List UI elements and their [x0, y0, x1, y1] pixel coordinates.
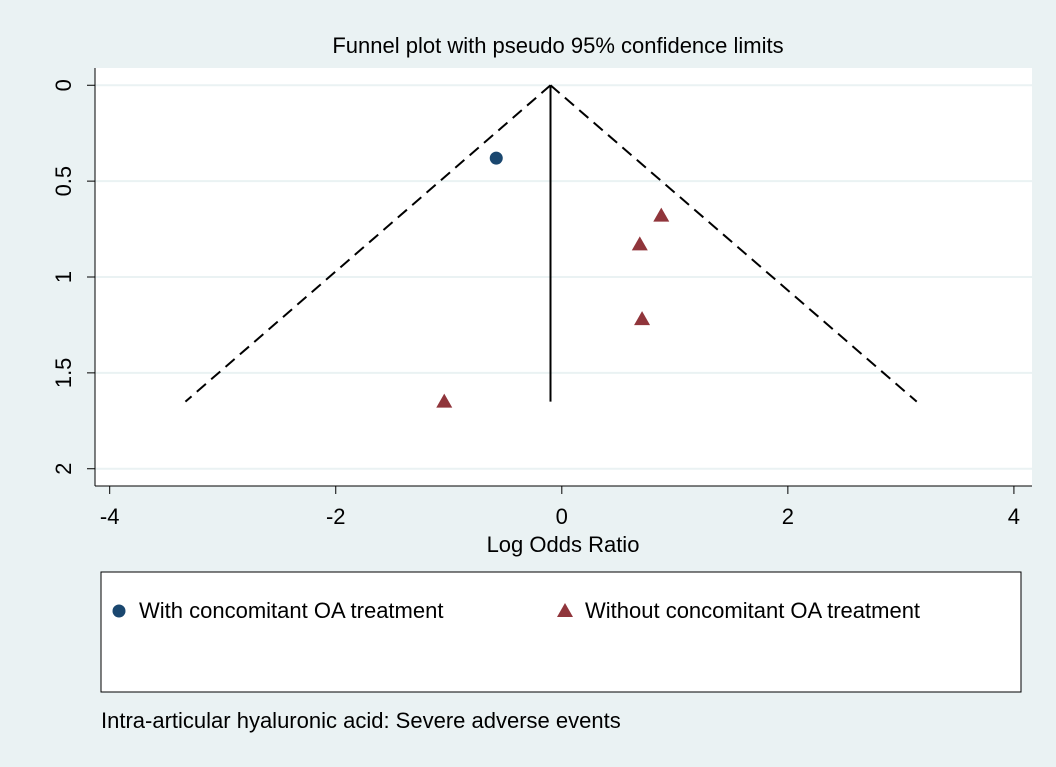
x-axis-label: Log Odds Ratio: [487, 532, 640, 557]
data-point: [436, 393, 453, 408]
legend-box: [100, 571, 1022, 693]
legend-label: Without concomitant OA treatment: [585, 598, 920, 623]
y-tick-label: 0.5: [51, 166, 76, 197]
confidence-limit: [549, 84, 918, 403]
y-tick-label: 1.5: [51, 358, 76, 389]
y-tick-label: 2: [51, 463, 76, 475]
chart-title: Funnel plot with pseudo 95% confidence l…: [332, 33, 783, 58]
data-point: [489, 151, 503, 165]
data-point: [634, 311, 651, 326]
x-tick-label: -4: [100, 504, 120, 529]
legend-marker: [112, 604, 126, 618]
data-point: [653, 207, 670, 222]
x-tick-label: 0: [556, 504, 568, 529]
y-tick-label: 0: [51, 79, 76, 91]
x-tick-label: 4: [1008, 504, 1020, 529]
caption: Intra-articular hyaluronic acid: Severe …: [101, 708, 621, 733]
confidence-limit: [184, 84, 552, 403]
legend-label: With concomitant OA treatment: [139, 598, 443, 623]
legend-marker: [557, 603, 573, 617]
data-point: [631, 236, 648, 251]
x-tick-label: -2: [326, 504, 346, 529]
y-tick-label: 1: [51, 271, 76, 283]
x-tick-label: 2: [782, 504, 794, 529]
